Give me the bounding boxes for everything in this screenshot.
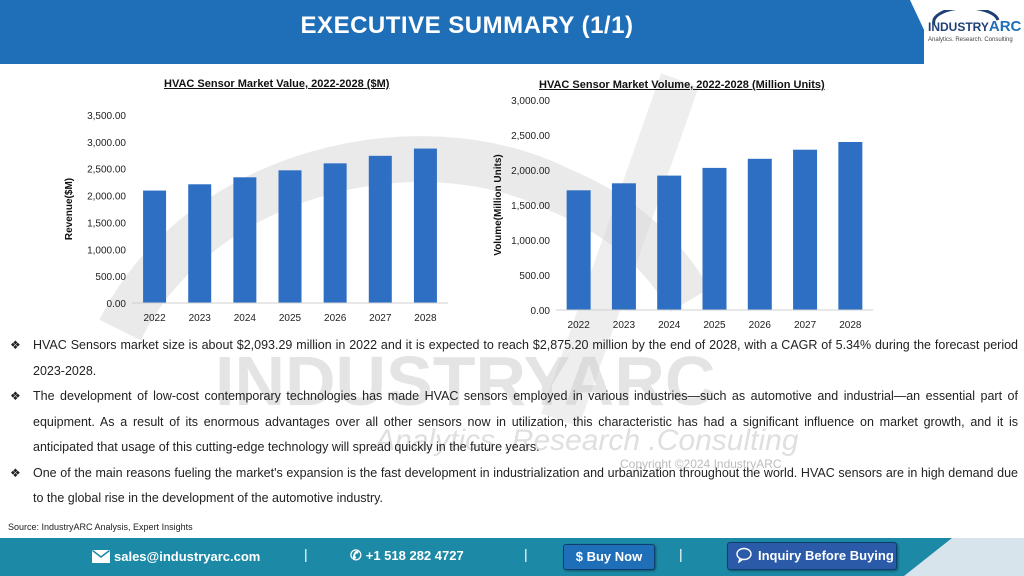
bar-2024: [657, 175, 682, 310]
x-tick-label: 2027: [794, 320, 817, 331]
y-tick-label: 1,000.00: [87, 245, 126, 256]
summary-bullets: ❖ HVAC Sensors market size is about $2,09…: [10, 333, 1018, 512]
x-tick-label: 2023: [189, 313, 212, 324]
footer-separator: |: [304, 546, 308, 562]
y-tick-label: 2,500.00: [511, 131, 550, 142]
bullet-mark-icon: ❖: [10, 465, 21, 480]
x-tick-label: 2027: [369, 313, 392, 324]
x-tick-label: 2028: [839, 320, 862, 331]
bar-2023: [611, 183, 636, 310]
footer-separator: |: [679, 546, 683, 562]
bar-2027: [793, 149, 818, 310]
y-tick-label: 2,000.00: [511, 166, 550, 177]
envelope-icon: [92, 549, 110, 563]
logo-text: INDUSTRYARC: [928, 18, 1022, 35]
x-tick-label: 2028: [414, 313, 437, 324]
y-axis-label: Volume(Million Units): [493, 154, 504, 255]
chart1-value: 0.00 500.00 1,000.00 1,500.00 2,000.00 2,500.…: [64, 111, 448, 324]
bar-2024: [233, 177, 257, 303]
footer-bar: sales@industryarc.com | ✆ +1 518 282 4727…: [0, 538, 1024, 576]
logo-panel: [924, 0, 1024, 64]
header-bar: [0, 0, 1024, 64]
bullet-item: ❖ The development of low-cost contemporar…: [10, 384, 1018, 461]
bar-2022: [143, 190, 167, 303]
x-tick-label: 2022: [143, 313, 166, 324]
bar-2025: [278, 170, 302, 303]
chart2-volume: 0.00 500.00 1,000.00 1,500.00 2,000.00 2,500.…: [493, 96, 873, 331]
y-tick-label: 3,000.00: [87, 138, 126, 149]
y-axis-label: Revenue($M): [64, 178, 75, 240]
y-tick-label: 2,000.00: [87, 192, 126, 203]
page-title: EXECUTIVE SUMMARY (1/1): [300, 12, 634, 39]
x-tick-label: 2022: [568, 320, 591, 331]
buy-now-button[interactable]: $ Buy Now: [563, 544, 655, 570]
source-note: Source: IndustryARC Analysis, Expert Ins…: [8, 522, 193, 532]
bar-2022: [566, 190, 591, 310]
x-tick-label: 2024: [234, 313, 257, 324]
inquiry-button[interactable]: Inquiry Before Buying: [727, 542, 897, 570]
x-tick-label: 2026: [749, 320, 772, 331]
footer-separator: |: [524, 546, 528, 562]
x-tick-label: 2025: [703, 320, 726, 331]
bar-2028: [838, 142, 863, 310]
y-tick-label: 3,000.00: [511, 96, 550, 107]
x-tick-label: 2023: [613, 320, 636, 331]
y-tick-label: 2,500.00: [87, 165, 126, 176]
bar-2025: [702, 167, 727, 310]
bar-2023: [188, 184, 212, 303]
bar-2026: [323, 163, 347, 303]
email-link[interactable]: sales@industryarc.com: [92, 549, 260, 564]
bullet-item: ❖ HVAC Sensors market size is about $2,09…: [10, 333, 1018, 384]
x-tick-label: 2026: [324, 313, 347, 324]
phone-link[interactable]: ✆ +1 518 282 4727: [350, 547, 464, 563]
brand-logo: INDUSTRYARC Analytics. Research. Consult…: [928, 10, 1022, 58]
bullet-mark-icon: ❖: [10, 338, 21, 352]
y-tick-label: 3,500.00: [87, 111, 126, 122]
y-tick-label: 500.00: [95, 272, 126, 283]
bar-2027: [368, 155, 392, 303]
phone-icon: ✆: [350, 547, 362, 563]
logo-globe-icon: [932, 10, 1000, 24]
footer-slant: [904, 538, 1024, 576]
bar-2026: [747, 158, 772, 310]
x-tick-label: 2024: [658, 320, 681, 331]
logo-tagline: Analytics. Research. Consulting: [928, 37, 1013, 43]
y-tick-label: 1,500.00: [87, 218, 126, 229]
bar-2028: [413, 148, 437, 303]
y-tick-label: 0.00: [107, 299, 127, 310]
x-tick-label: 2025: [279, 313, 302, 324]
bullet-mark-icon: ❖: [10, 389, 21, 403]
chart1-title: HVAC Sensor Market Value, 2022-2028 ($M): [164, 78, 390, 90]
y-tick-label: 1,500.00: [511, 201, 550, 212]
y-tick-label: 500.00: [519, 271, 550, 282]
bullet-item: ❖ One of the main reasons fueling the mar…: [10, 461, 1018, 512]
chat-bubble-icon: [736, 547, 752, 564]
y-tick-label: 0.00: [531, 306, 551, 317]
y-tick-label: 1,000.00: [511, 236, 550, 247]
chart2-title: HVAC Sensor Market Volume, 2022-2028 (Mi…: [539, 79, 825, 91]
